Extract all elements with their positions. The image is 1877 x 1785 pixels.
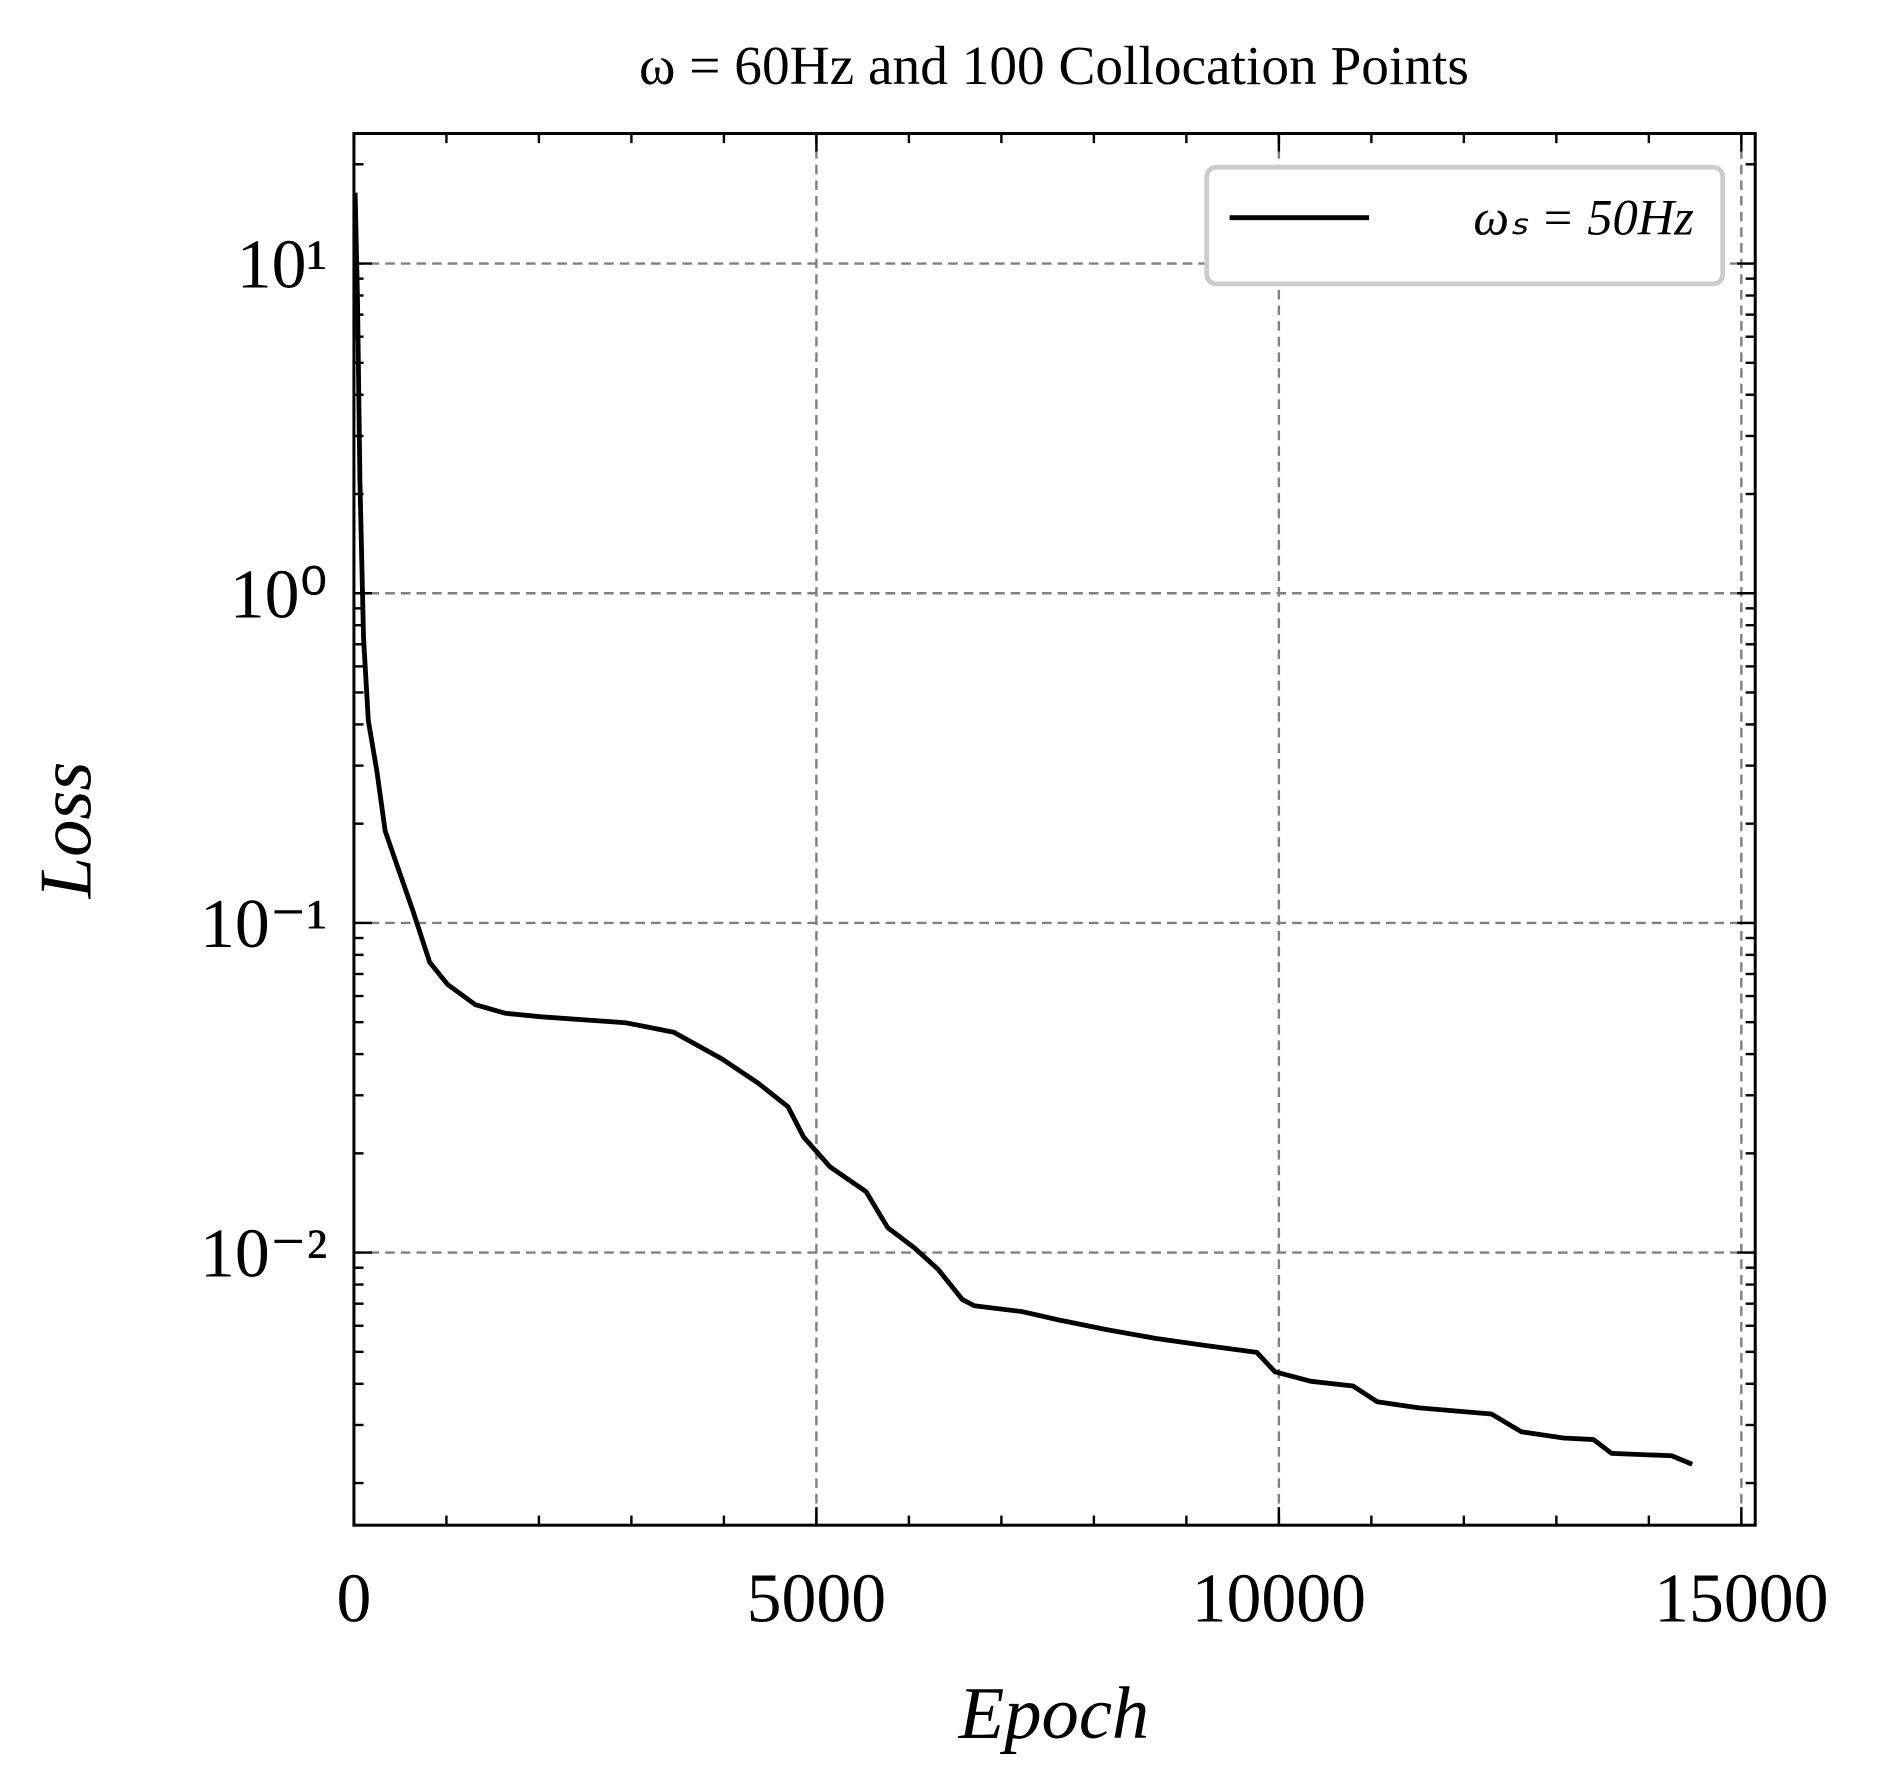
y-axis-label: Loss	[26, 762, 108, 900]
x-tick-label: 0	[336, 1560, 371, 1637]
y-tick-label: 10¹	[237, 227, 328, 304]
x-tick-label: 5000	[747, 1560, 887, 1637]
y-tick-label: 10⁻²	[200, 1216, 327, 1293]
plot-frame	[352, 132, 1757, 1527]
x-axis-label: Epoch	[958, 1673, 1149, 1755]
x-tick-label: 10000	[1192, 1560, 1366, 1637]
y-tick-label: 10⁻¹	[200, 886, 327, 963]
line-series	[352, 192, 1694, 1467]
legend-label: ωₛ = 50Hz	[1473, 190, 1693, 246]
x-tick-label: 15000	[1654, 1560, 1828, 1637]
legend: ωₛ = 50Hz	[1204, 164, 1726, 287]
y-tick-label: 10⁰	[230, 556, 328, 633]
legend-box	[1204, 164, 1726, 287]
chart-title: ω = 60Hz and 100 Collocation Points	[639, 35, 1469, 96]
